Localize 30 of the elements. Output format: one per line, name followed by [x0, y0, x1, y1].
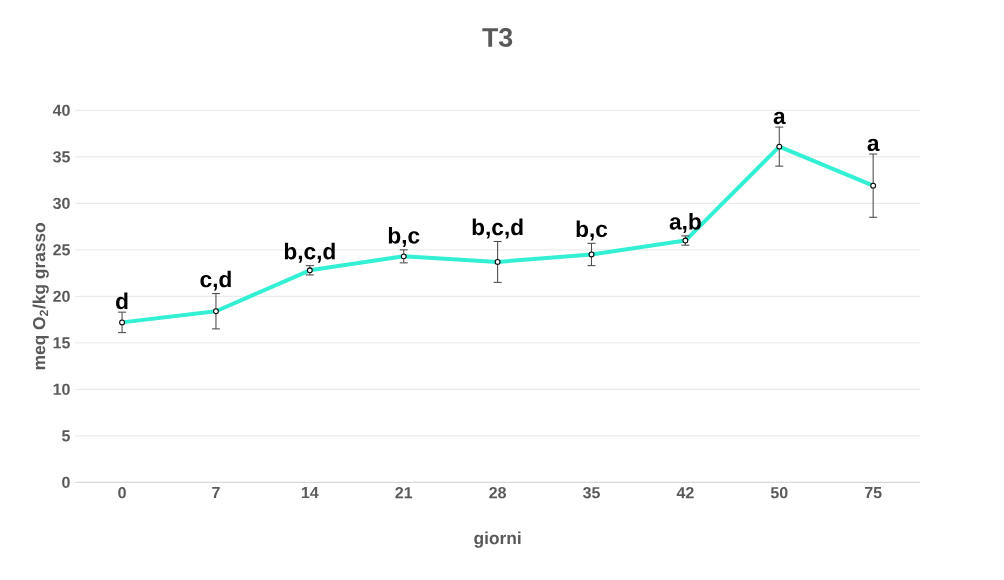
y-tick-label: 15 [53, 337, 70, 349]
x-tick-label: 75 [864, 487, 882, 499]
x-tick-label: 21 [395, 487, 413, 499]
x-tick-label: 28 [489, 487, 507, 499]
y-tick-label: 35 [52, 151, 70, 163]
chart-title: T3 [482, 28, 513, 47]
y-tick-label: 0 [62, 476, 70, 488]
x-tick-label: 14 [301, 487, 319, 499]
y-tick-label: 20 [53, 290, 70, 302]
annotation: a [773, 111, 786, 125]
annotation: a,b [669, 213, 701, 233]
annotation: c,d [200, 270, 231, 291]
x-tick-label: 7 [212, 487, 220, 499]
annotation: b,c [388, 226, 420, 247]
y-tick-label: 25 [53, 244, 70, 256]
x-tick-label: 42 [676, 487, 694, 499]
annotation: b,c,d [472, 218, 523, 239]
annotation: b,c [576, 220, 608, 241]
y-tick-label: 5 [62, 430, 70, 442]
annotation: b,c,d [284, 242, 335, 263]
x-tick-label: 0 [118, 487, 126, 499]
y-tick-label: 10 [53, 383, 70, 395]
annotation: d [116, 292, 128, 310]
x-tick-label: 35 [582, 487, 600, 499]
x-axis-title: giorni [474, 531, 521, 548]
y-tick-label: 40 [52, 104, 70, 116]
y-tick-label: 30 [52, 197, 70, 210]
y-axis-title: meq O$_{2}$/kg grasso [32, 223, 49, 370]
annotation: a [867, 138, 880, 152]
x-tick-label: 50 [770, 487, 788, 499]
